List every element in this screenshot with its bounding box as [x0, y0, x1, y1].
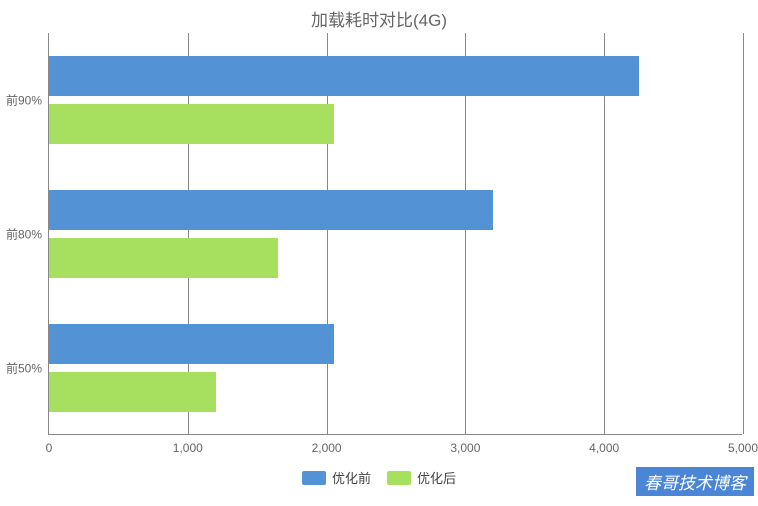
legend-item: 优化前 — [302, 468, 371, 487]
bar — [49, 56, 639, 96]
x-tick-label: 4,000 — [589, 441, 619, 455]
legend-label: 优化后 — [417, 468, 456, 487]
chart-container: 加载耗时对比(4G) 01,0002,0003,0004,0005,000 优化… — [0, 0, 758, 506]
chart-title: 加载耗时对比(4G) — [0, 6, 758, 31]
legend-label: 优化前 — [332, 468, 371, 487]
x-tick-label: 1,000 — [173, 441, 203, 455]
legend-item: 优化后 — [387, 468, 456, 487]
legend-swatch — [387, 471, 411, 485]
y-category-label: 前90% — [0, 92, 42, 109]
bar — [49, 104, 334, 144]
x-tick-label: 2,000 — [312, 441, 342, 455]
bar — [49, 324, 334, 364]
bar — [49, 372, 216, 412]
x-tick-label: 3,000 — [450, 441, 480, 455]
legend-swatch — [302, 471, 326, 485]
x-tick-label: 0 — [46, 441, 53, 455]
x-tick-label: 5,000 — [728, 441, 758, 455]
grid-line — [743, 33, 744, 434]
y-category-label: 前50% — [0, 360, 42, 377]
y-category-label: 前80% — [0, 226, 42, 243]
bar — [49, 238, 278, 278]
plot-area: 01,0002,0003,0004,0005,000 — [48, 33, 742, 435]
watermark-badge: 春哥技术博客 — [636, 467, 754, 496]
bar — [49, 190, 493, 230]
